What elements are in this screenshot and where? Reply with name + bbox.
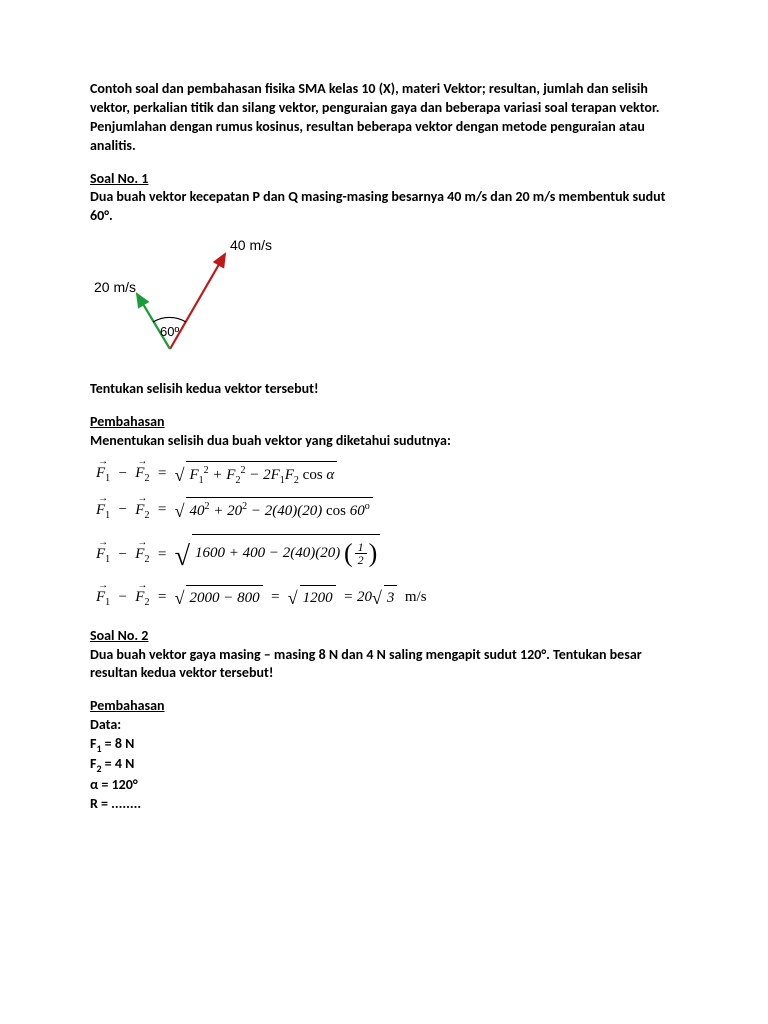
soal1-question: Tentukan selisih kedua vektor tersebut! [90, 380, 678, 399]
pembahasan1-title: Pembahasan [90, 413, 678, 432]
diagram-label-p: 40 m/s [230, 237, 272, 253]
pembahasan1-lead: Menentukan selisih dua buah vektor yang … [90, 432, 678, 451]
intro-paragraph: Contoh soal dan pembahasan fisika SMA ke… [90, 80, 678, 156]
data-f2: F2 = 4 N [90, 755, 678, 775]
data-alpha: α = 120° [90, 776, 678, 795]
diagram-angle-label: 60º [160, 324, 179, 339]
soal2-text: Dua buah vektor gaya masing – masing 8 N… [90, 646, 678, 684]
vector-diagram: 40 m/s 20 m/s 60º [90, 234, 678, 370]
soal1-title: Soal No. 1 [90, 170, 678, 189]
equation-1: →F1 − →F2 = F12 + F22 − 2F1F2 cos α [96, 461, 678, 488]
diagram-label-q: 20 m/s [94, 279, 136, 295]
pembahasan2-data-label: Data: [90, 716, 678, 735]
data-f1: F1 = 8 N [90, 735, 678, 755]
equation-4: →F1 − →F2 = 2000 − 800 = 1200 = 203 m/s [96, 585, 678, 610]
document-page: Contoh soal dan pembahasan fisika SMA ke… [0, 0, 768, 853]
data-r: R = ........ [90, 795, 678, 814]
equation-2: →F1 − →F2 = 402 + 202 − 2(40)(20) cos 60… [96, 497, 678, 523]
soal1-text: Dua buah vektor kecepatan P dan Q masing… [90, 188, 678, 226]
soal2-title: Soal No. 2 [90, 627, 678, 646]
equation-3: →F1 − →F2 = 1600 + 400 − 2(40)(20) (12) [96, 534, 678, 576]
pembahasan2-title: Pembahasan [90, 697, 678, 716]
